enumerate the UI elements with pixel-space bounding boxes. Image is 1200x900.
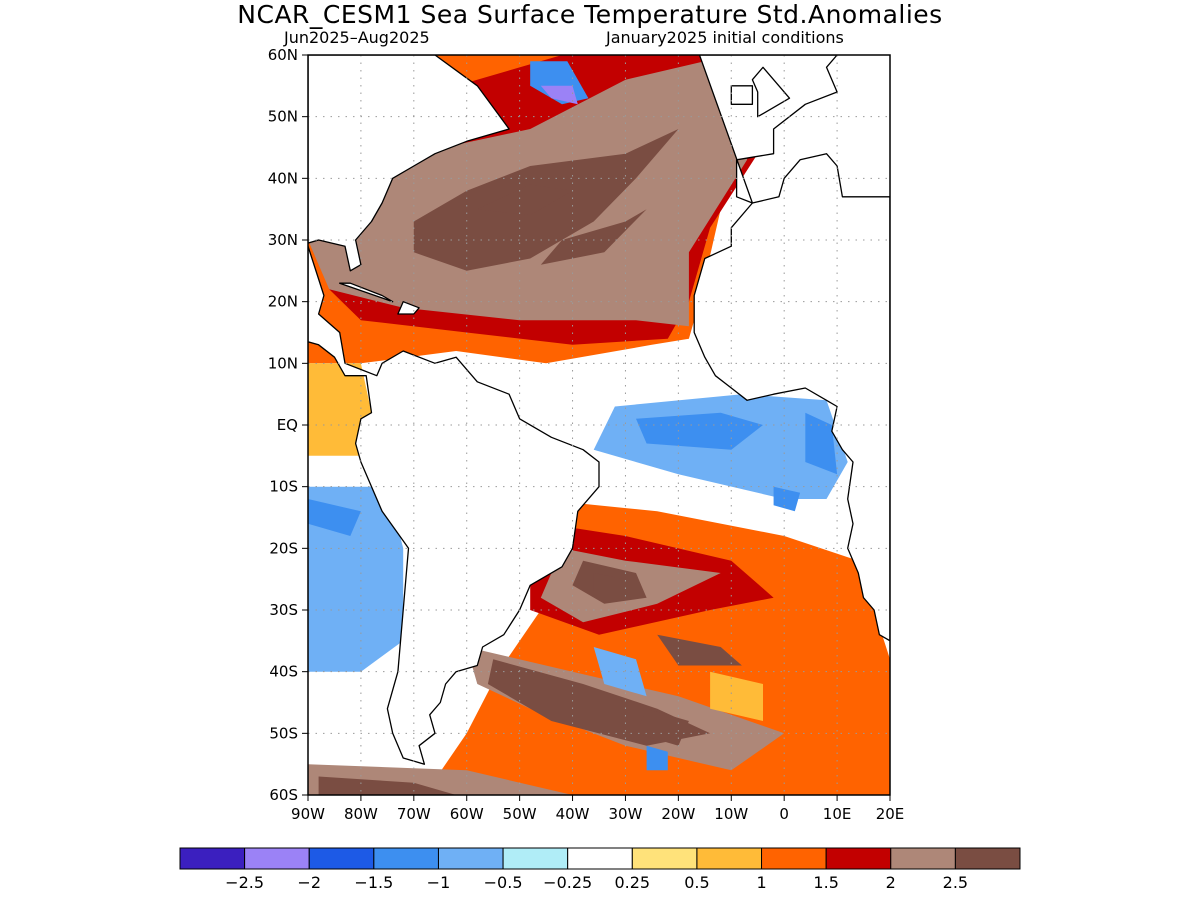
colorbar-label: −0.25: [543, 873, 592, 892]
colorbar-label: −2: [297, 873, 321, 892]
colorbar-label: −1.5: [354, 873, 393, 892]
colorbar-swatch: [954, 847, 1021, 870]
colorbar-swatch: [567, 847, 633, 870]
colorbar-swatch: [179, 847, 246, 870]
lon-tick-label: 80W: [344, 805, 378, 823]
anomaly-region-28: [593, 647, 647, 697]
lat-tick-label: 50N: [268, 108, 298, 126]
anomaly-region-11: [805, 412, 838, 475]
anomaly-region-26: [773, 486, 801, 512]
colorbar-swatch: [761, 847, 827, 870]
lon-tick-label: 20E: [876, 805, 905, 823]
lat-tick-label: 60S: [269, 786, 298, 804]
lat-tick-label: 10N: [268, 354, 298, 372]
lat-tick-label: 10S: [269, 478, 298, 496]
lon-tick-label: 70W: [397, 805, 431, 823]
lat-tick-label: 60N: [268, 46, 298, 64]
map-title: NCAR_CESM1 Sea Surface Temperature Std.A…: [237, 0, 943, 29]
anomaly-region-13: [308, 499, 361, 536]
colorbar-label: 0.5: [684, 873, 709, 892]
anomaly-region-7: [540, 85, 578, 105]
lon-tick-label: 0: [779, 805, 789, 823]
colorbar-label: −2.5: [225, 873, 264, 892]
colorbar-label: −1: [427, 873, 451, 892]
land-mass-4: [730, 85, 754, 105]
colorbar-swatch: [502, 847, 569, 870]
colorbar-swatch: [308, 847, 375, 870]
lon-tick-label: 20W: [661, 805, 695, 823]
colorbar-swatch: [696, 847, 763, 870]
colorbar-label: 2.5: [943, 873, 968, 892]
initial-conditions: January2025 initial conditions: [606, 28, 844, 47]
anomaly-region-14: [424, 499, 890, 795]
lon-tick-label: 30W: [608, 805, 642, 823]
anomaly-region-10: [636, 412, 763, 450]
lat-tick-label: 50S: [269, 724, 298, 742]
colorbar-label: −0.5: [484, 873, 523, 892]
axis-ticks: 60N 50N 40N 30N 20N 10N EQ 10S 20S 30S 40S 50S 60S90…: [268, 46, 905, 823]
anomaly-region-27: [710, 671, 763, 721]
anomaly-region-8: [308, 363, 372, 456]
anomaly-region-5: [540, 209, 647, 265]
anomaly-region-25: [646, 745, 668, 771]
lon-tick-label: 10E: [823, 805, 852, 823]
lon-tick-label: 90W: [291, 805, 325, 823]
lat-tick-label: EQ: [277, 416, 298, 434]
anomaly-region-24: [318, 776, 457, 795]
colorbar: −2.5 −2 −1.5 −1 −0.5 −0.25 0.25 0.5 1 1.5 2 2.5: [179, 847, 1021, 892]
anomaly-region-18: [593, 573, 626, 592]
colorbar-swatch: [244, 847, 310, 870]
colorbar-label: 1.5: [813, 873, 838, 892]
colorbar-swatch: [373, 847, 439, 870]
forecast-period: Jun2025–Aug2025: [284, 28, 430, 47]
lat-tick-label: 40N: [268, 169, 298, 187]
colorbar-label: 1: [756, 873, 766, 892]
lat-tick-label: 30N: [268, 231, 298, 249]
lat-tick-label: 20S: [269, 539, 298, 557]
lon-tick-label: 60W: [450, 805, 484, 823]
land-mass-3: [751, 66, 791, 118]
lat-tick-label: 20N: [268, 293, 298, 311]
land-mass-5: [339, 282, 394, 303]
land-mass-0: [308, 55, 510, 272]
land-mass-2: [693, 55, 890, 642]
land-mass-1: [308, 245, 600, 765]
lon-tick-label: 50W: [503, 805, 537, 823]
lon-tick-label: 40W: [556, 805, 590, 823]
colorbar-swatch: [825, 847, 892, 870]
colorbar-swatch: [437, 847, 504, 870]
anomaly-layer: [308, 55, 890, 795]
colorbar-swatch: [631, 847, 698, 870]
anomaly-region-12: [308, 486, 404, 672]
lat-tick-label: 30S: [269, 601, 298, 619]
colorbar-swatch: [890, 847, 956, 870]
lon-tick-label: 10W: [714, 805, 748, 823]
land-layer: [308, 55, 890, 765]
anomaly-region-22: [636, 708, 689, 746]
colorbar-label: 2: [886, 873, 896, 892]
anomaly-region-4: [477, 184, 573, 216]
anomaly-region-21: [657, 634, 742, 666]
colorbar-label: 0.25: [614, 873, 650, 892]
lat-tick-label: 40S: [269, 663, 298, 681]
